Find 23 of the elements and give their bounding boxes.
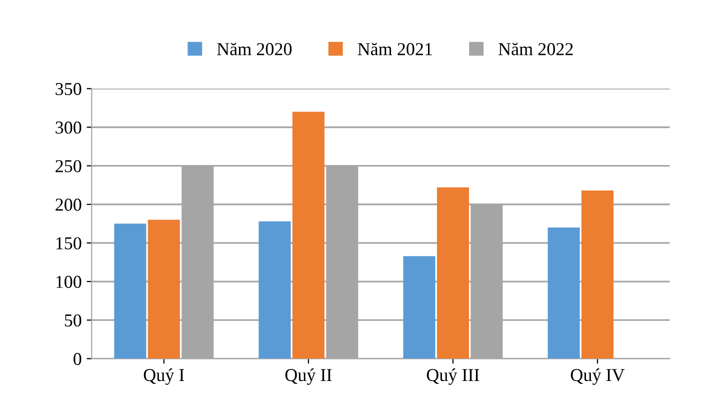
bar bbox=[403, 256, 436, 359]
bar bbox=[548, 228, 580, 359]
y-tick-label: 200 bbox=[56, 198, 82, 211]
bar bbox=[114, 224, 146, 359]
x-tick-label: Quý IV bbox=[570, 368, 625, 385]
x-tick-label: Quý II bbox=[285, 368, 332, 385]
legend-label: Năm 2020 bbox=[217, 42, 292, 56]
bar bbox=[258, 221, 291, 359]
bar bbox=[148, 220, 180, 359]
legend-label: Năm 2021 bbox=[358, 42, 432, 56]
x-tick-label: Quý I bbox=[144, 368, 184, 385]
bar bbox=[436, 187, 469, 359]
y-tick-label: 0 bbox=[74, 352, 82, 366]
bar bbox=[581, 190, 614, 359]
legend-label: Năm 2022 bbox=[498, 42, 573, 56]
y-tick-label: 50 bbox=[64, 314, 82, 327]
x-tick-label: Quý III bbox=[426, 368, 480, 385]
y-tick-label: 300 bbox=[56, 121, 82, 134]
y-tick-label: 150 bbox=[56, 237, 82, 250]
y-tick-label: 350 bbox=[56, 82, 82, 96]
y-tick-label: 250 bbox=[56, 160, 82, 172]
y-tick-label: 100 bbox=[56, 276, 82, 288]
bar bbox=[292, 112, 324, 359]
